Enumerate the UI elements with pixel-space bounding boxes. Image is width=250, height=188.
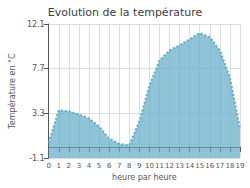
- svg-text:Evolution de la température: Evolution de la température: [48, 6, 203, 19]
- svg-text:14: 14: [185, 162, 194, 170]
- svg-text:12.1: 12.1: [27, 20, 45, 29]
- svg-text:18: 18: [225, 162, 234, 170]
- svg-text:8: 8: [127, 162, 131, 170]
- svg-text:12: 12: [165, 162, 174, 170]
- svg-text:Température en °C: Température en °C: [7, 53, 17, 130]
- svg-text:3: 3: [77, 162, 81, 170]
- svg-text:5: 5: [97, 162, 101, 170]
- svg-text:7: 7: [117, 162, 121, 170]
- svg-text:10: 10: [145, 162, 154, 170]
- svg-text:4: 4: [87, 162, 92, 170]
- svg-text:6: 6: [107, 162, 112, 170]
- svg-text:11: 11: [155, 162, 164, 170]
- svg-text:2: 2: [67, 162, 71, 170]
- svg-text:19: 19: [236, 162, 245, 170]
- svg-text:15: 15: [195, 162, 204, 170]
- svg-text:3.3: 3.3: [32, 109, 45, 118]
- svg-text:0: 0: [46, 162, 50, 170]
- svg-text:16: 16: [205, 162, 214, 170]
- svg-text:-1.1: -1.1: [29, 154, 45, 163]
- svg-text:13: 13: [175, 162, 184, 170]
- svg-text:1: 1: [57, 162, 61, 170]
- svg-text:17: 17: [215, 162, 224, 170]
- svg-text:9: 9: [137, 162, 141, 170]
- svg-text:heure par heure: heure par heure: [112, 173, 177, 182]
- svg-text:7.7: 7.7: [32, 64, 45, 73]
